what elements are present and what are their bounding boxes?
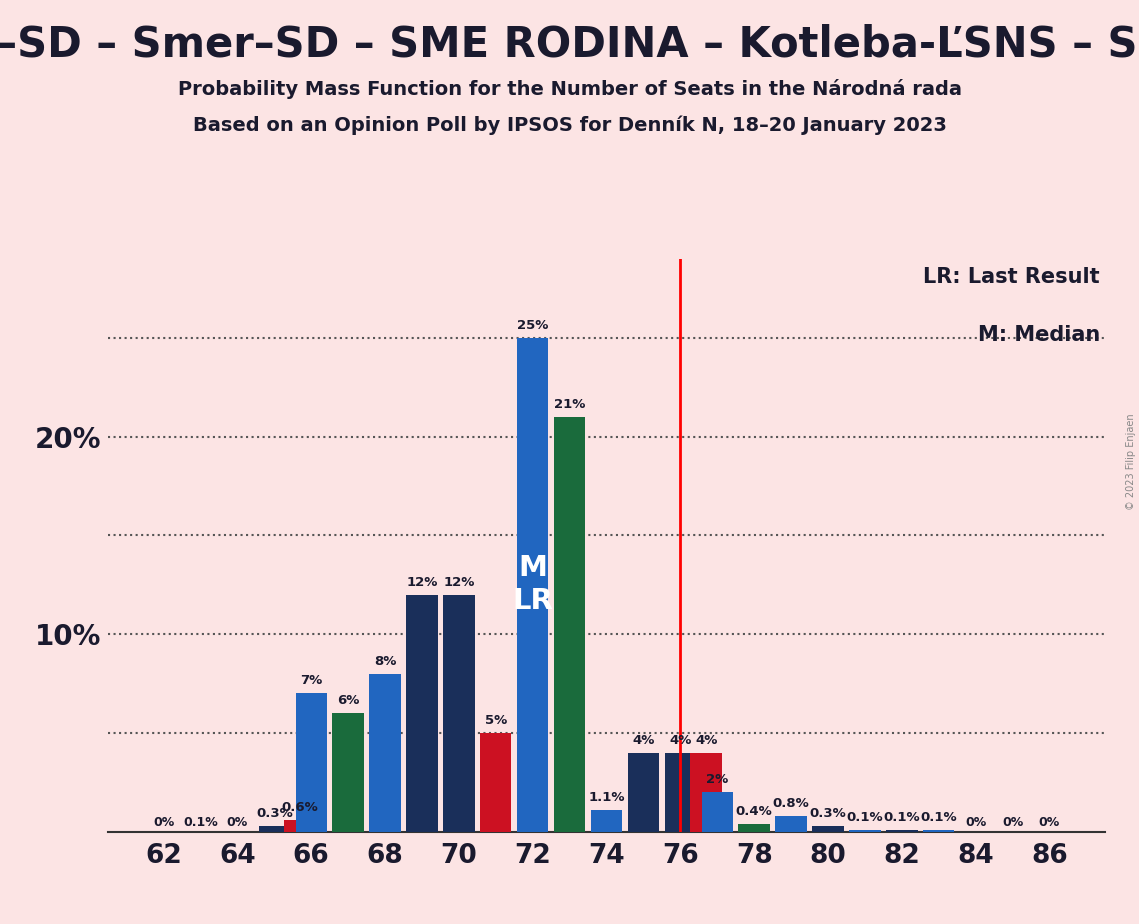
Text: 0%: 0%	[965, 816, 986, 829]
Bar	[369, 674, 401, 832]
Text: 0%: 0%	[227, 816, 248, 829]
Bar	[407, 594, 437, 832]
Text: 8%: 8%	[374, 654, 396, 668]
Bar	[850, 830, 880, 832]
Bar	[554, 417, 585, 832]
Bar	[776, 816, 806, 832]
Bar	[812, 826, 844, 832]
Text: 6%: 6%	[337, 694, 359, 707]
Bar	[591, 809, 622, 832]
Text: 0.4%: 0.4%	[736, 805, 772, 818]
Bar	[443, 594, 475, 832]
Bar	[923, 830, 954, 832]
Text: 0%: 0%	[1039, 816, 1060, 829]
Bar	[333, 713, 363, 832]
Text: 0.1%: 0.1%	[846, 810, 883, 823]
Bar	[517, 338, 548, 832]
Text: 21%: 21%	[554, 398, 585, 411]
Bar	[665, 752, 696, 832]
Text: © 2023 Filip Enjaen: © 2023 Filip Enjaen	[1126, 414, 1136, 510]
Text: Based on an Opinion Poll by IPSOS for Denník N, 18–20 January 2023: Based on an Opinion Poll by IPSOS for De…	[192, 116, 947, 135]
Bar	[628, 752, 659, 832]
Text: 4%: 4%	[669, 734, 691, 747]
Text: 2%: 2%	[706, 773, 728, 786]
Bar	[690, 752, 722, 832]
Text: 4%: 4%	[632, 734, 655, 747]
Text: 5%: 5%	[485, 714, 507, 727]
Text: M: Median: M: Median	[977, 324, 1100, 345]
Text: AS–SD – Smer–SD – SME RODINA – Kotleba-ĽSNS – S: AS–SD – Smer–SD – SME RODINA – Kotleba-Ľ…	[0, 23, 1137, 65]
Text: 25%: 25%	[517, 319, 548, 332]
Bar	[702, 792, 732, 832]
Text: 0.1%: 0.1%	[884, 810, 920, 823]
Text: 7%: 7%	[300, 675, 322, 687]
Text: 4%: 4%	[695, 734, 718, 747]
Text: 0%: 0%	[1002, 816, 1023, 829]
Bar	[285, 820, 316, 832]
Text: 0.6%: 0.6%	[281, 801, 319, 814]
Text: M
LR: M LR	[513, 554, 554, 614]
Text: 0.1%: 0.1%	[920, 810, 957, 823]
Text: LR: Last Result: LR: Last Result	[924, 267, 1100, 287]
Text: 0.1%: 0.1%	[183, 816, 218, 829]
Bar	[886, 830, 918, 832]
Bar	[295, 693, 327, 832]
Bar	[481, 733, 511, 832]
Text: 0.3%: 0.3%	[810, 807, 846, 820]
Bar	[738, 823, 770, 832]
Text: 0.3%: 0.3%	[256, 807, 293, 820]
Bar	[259, 826, 290, 832]
Text: Probability Mass Function for the Number of Seats in the Národná rada: Probability Mass Function for the Number…	[178, 79, 961, 99]
Text: 12%: 12%	[407, 576, 437, 589]
Text: 1.1%: 1.1%	[588, 791, 625, 804]
Text: 0.8%: 0.8%	[772, 796, 810, 809]
Text: 12%: 12%	[443, 576, 475, 589]
Text: 0%: 0%	[153, 816, 174, 829]
